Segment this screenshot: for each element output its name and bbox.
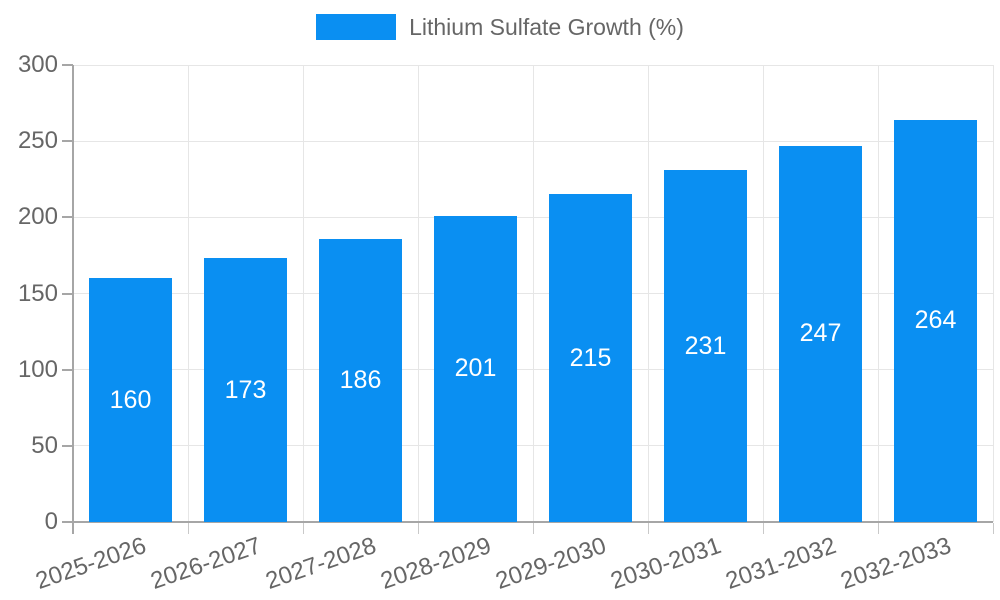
gridline-vertical <box>417 65 419 522</box>
x-tick-label: 2030-2031 <box>606 532 725 595</box>
x-tick-label: 2032-2033 <box>836 532 955 595</box>
x-tick-label: 2025-2026 <box>31 532 150 595</box>
bar-value-label: 186 <box>339 365 382 394</box>
x-axis-tick <box>877 523 879 534</box>
legend-item[interactable]: Lithium Sulfate Growth (%) <box>316 14 684 40</box>
y-axis-line <box>72 65 74 534</box>
x-tick-label: 2026-2027 <box>146 532 265 595</box>
bar-value-label: 264 <box>914 306 957 335</box>
x-axis-line <box>73 521 993 523</box>
legend: Lithium Sulfate Growth (%) <box>0 14 1000 40</box>
gridline-vertical <box>532 65 534 522</box>
y-tick-label: 100 <box>17 355 58 383</box>
y-axis-tick <box>62 216 73 219</box>
gridline-vertical <box>187 65 189 522</box>
bar-value-label: 201 <box>454 354 497 383</box>
gridline-vertical <box>992 65 994 522</box>
bar-value-label: 215 <box>569 343 612 372</box>
bar[interactable]: 201 <box>434 215 517 522</box>
y-axis-tick <box>62 444 73 447</box>
x-tick-label: 2027-2028 <box>261 532 380 595</box>
bar[interactable]: 264 <box>894 119 977 522</box>
bar[interactable]: 173 <box>204 258 287 522</box>
bar[interactable]: 247 <box>779 145 862 522</box>
y-axis-tick <box>62 368 73 371</box>
legend-swatch-icon <box>316 14 397 40</box>
y-axis-tick <box>62 140 73 143</box>
x-axis-tick <box>532 523 534 534</box>
bar[interactable]: 186 <box>319 238 402 522</box>
x-tick-label: 2028-2029 <box>376 532 495 595</box>
y-axis-tick <box>62 292 73 295</box>
bar-value-label: 173 <box>224 375 267 404</box>
x-tick-label: 2029-2030 <box>491 532 610 595</box>
y-tick-label: 300 <box>17 51 58 78</box>
y-tick-label: 0 <box>44 508 58 535</box>
gridline-vertical <box>762 65 764 522</box>
y-tick-label: 250 <box>17 127 58 155</box>
y-axis-tick <box>62 64 73 66</box>
y-tick-label: 200 <box>17 203 58 231</box>
gridline-vertical <box>647 65 649 522</box>
bar[interactable]: 231 <box>664 170 747 522</box>
x-axis-tick <box>187 523 189 534</box>
gridline-vertical <box>877 65 879 522</box>
bar-value-label: 231 <box>684 331 727 360</box>
plot-area: 0 50 100 150 200 250 300 160 173 186 201 215 231 247 2… <box>18 51 994 595</box>
y-tick-label: 150 <box>17 279 58 307</box>
gridline-vertical <box>302 65 304 522</box>
y-tick-label: 50 <box>31 431 58 459</box>
x-axis-tick <box>302 523 304 534</box>
bar-value-label: 160 <box>109 385 152 414</box>
bar[interactable]: 160 <box>89 278 172 522</box>
bar-value-label: 247 <box>799 319 842 348</box>
x-axis-tick <box>647 523 649 534</box>
x-axis-tick <box>992 523 994 534</box>
legend-label: Lithium Sulfate Growth (%) <box>409 14 684 40</box>
x-axis-tick <box>417 523 419 534</box>
bar[interactable]: 215 <box>549 194 632 522</box>
x-tick-label: 2031-2032 <box>721 532 840 595</box>
y-axis-tick <box>62 521 73 523</box>
x-axis-tick <box>762 523 764 534</box>
